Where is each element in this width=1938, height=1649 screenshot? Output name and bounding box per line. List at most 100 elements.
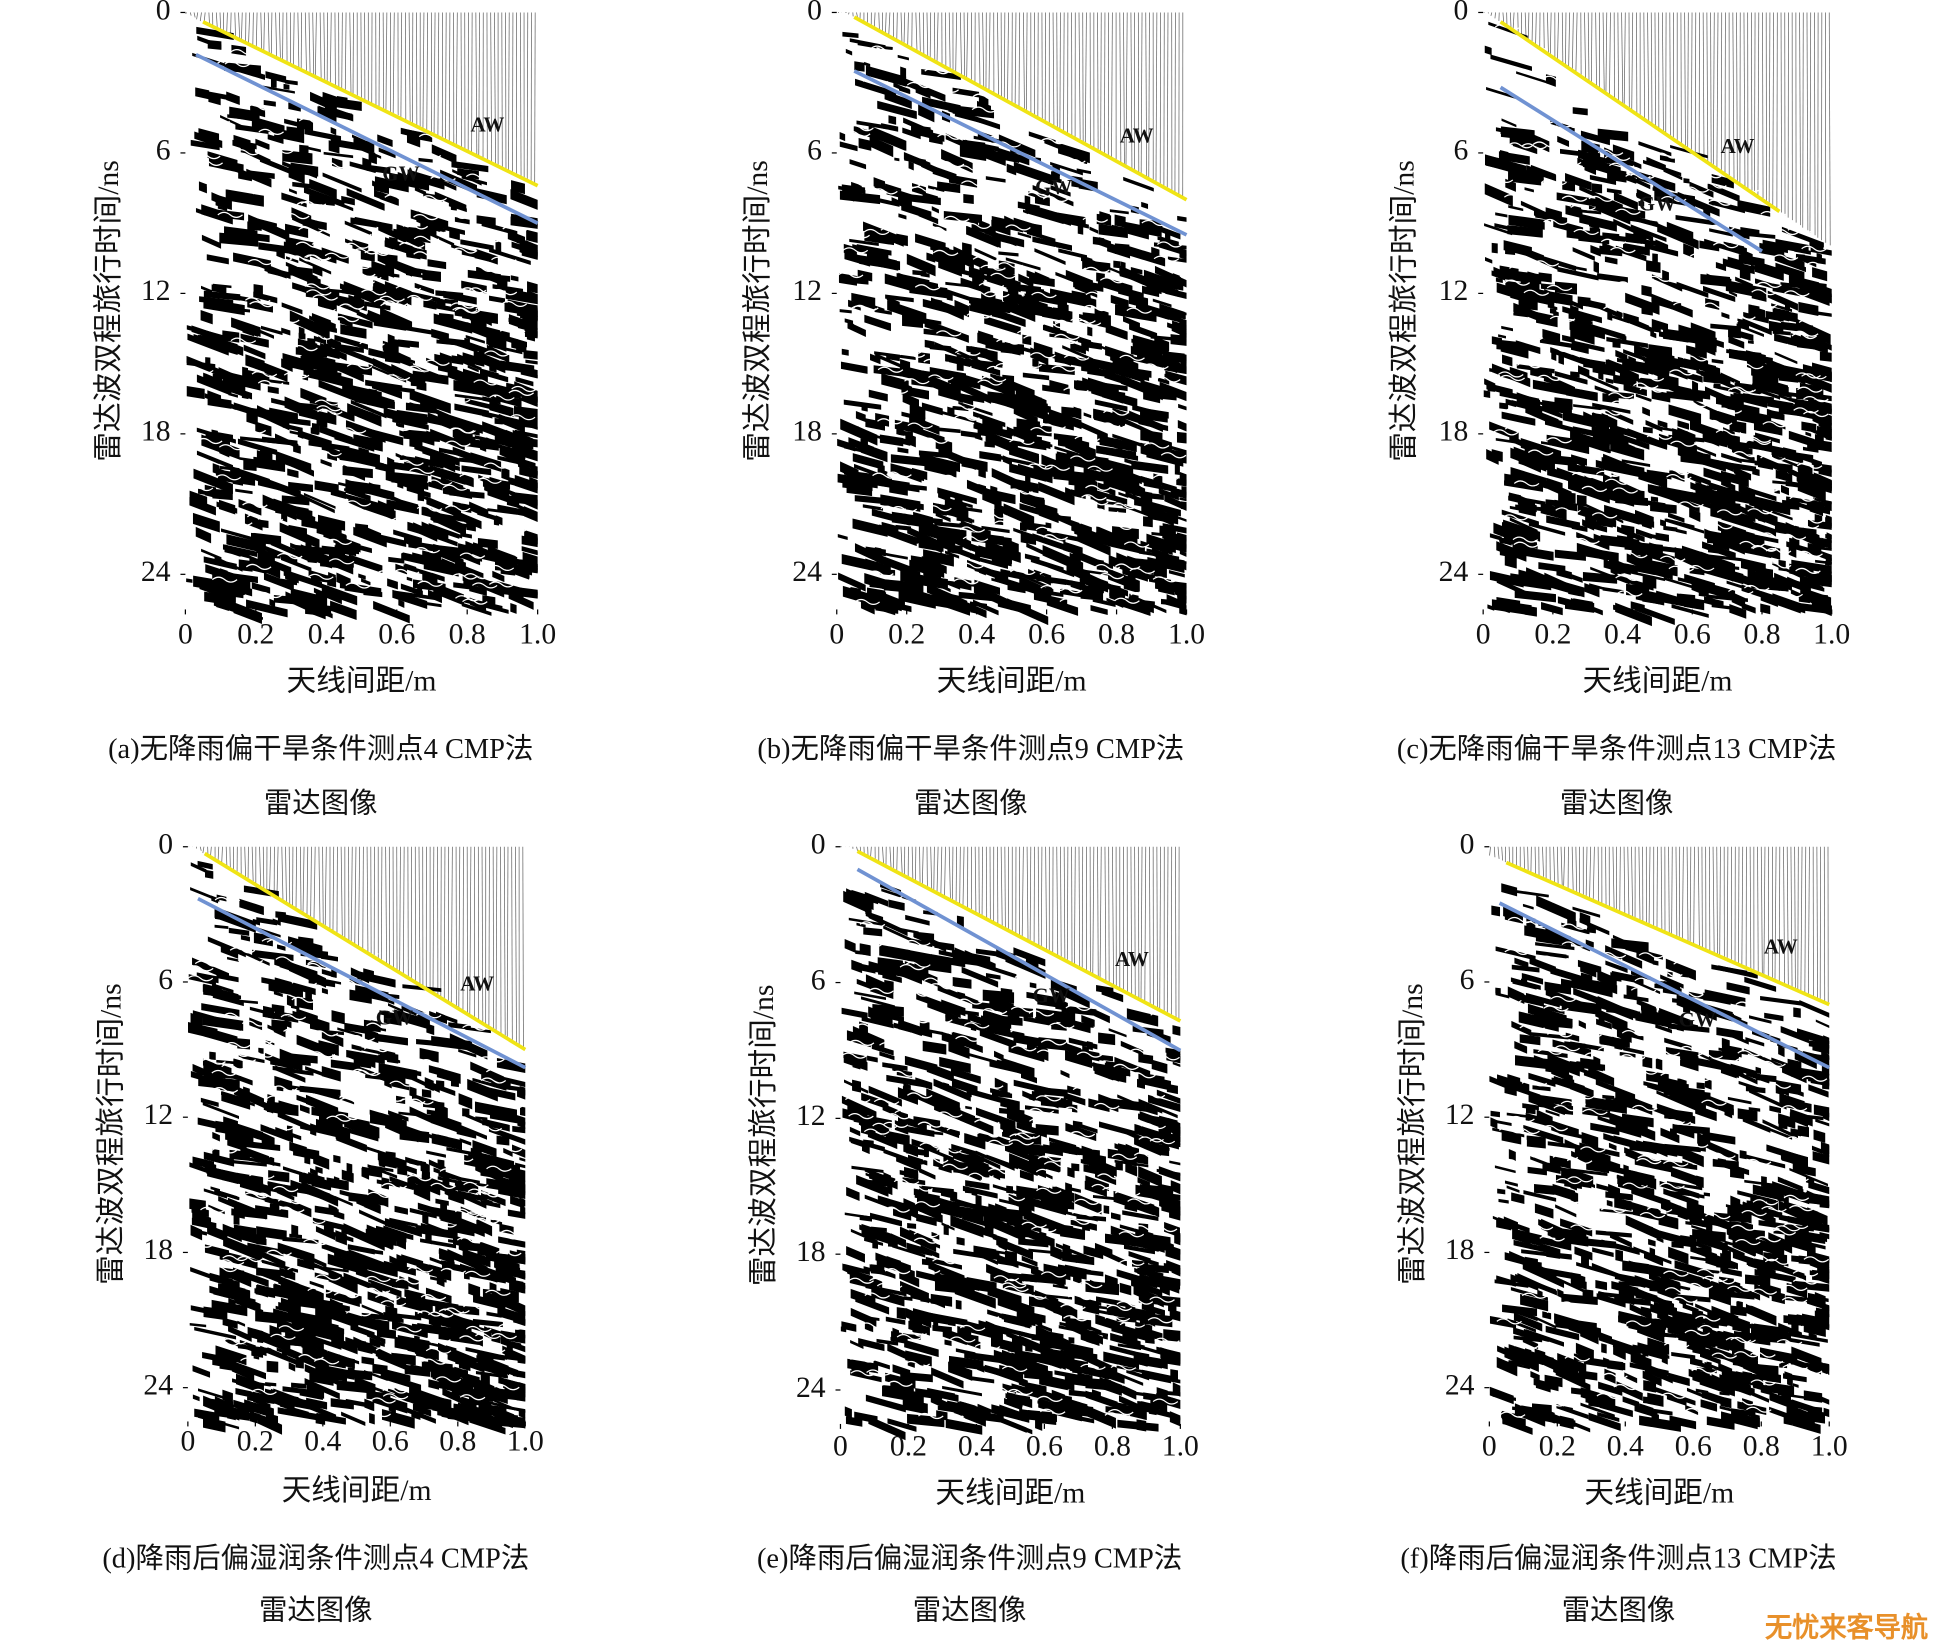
trace — [1644, 12, 1645, 119]
trace — [1064, 847, 1065, 960]
trace — [256, 12, 257, 48]
reflection — [252, 582, 270, 594]
trace — [507, 847, 508, 1039]
reflection — [394, 274, 400, 278]
x-tick-label: 0.4 — [1604, 618, 1641, 650]
trace — [1141, 12, 1142, 175]
y-tick-label: 0 — [807, 0, 822, 26]
reflection — [281, 192, 306, 207]
trace — [200, 12, 201, 21]
trace — [963, 847, 964, 908]
trace — [314, 847, 315, 921]
reflection — [947, 292, 953, 301]
reflection — [1525, 187, 1534, 192]
caption: 雷达图像 — [259, 1595, 373, 1627]
trace — [509, 12, 510, 171]
y-tick-label: 18 — [792, 416, 822, 448]
x-tick-label: 0.8 — [1743, 618, 1780, 650]
trace — [324, 12, 325, 81]
reflection — [1541, 602, 1563, 615]
trace — [1093, 847, 1094, 976]
trace — [1156, 12, 1157, 183]
reflection — [1603, 587, 1624, 594]
trace — [923, 12, 924, 55]
trace — [325, 847, 326, 928]
reflection — [520, 1086, 526, 1096]
line-label: GW — [382, 161, 419, 185]
trace — [1100, 847, 1101, 980]
reflection — [1590, 227, 1600, 239]
trace — [342, 12, 343, 90]
reflection — [897, 447, 908, 453]
trace — [1707, 12, 1708, 162]
reflection — [1538, 562, 1565, 573]
reflection — [933, 167, 956, 182]
reflection — [432, 144, 457, 164]
trace-wiggle — [1518, 335, 1543, 340]
reflection — [284, 84, 290, 90]
reflection — [1029, 131, 1056, 144]
trace — [1495, 12, 1496, 18]
trace — [1703, 12, 1704, 159]
reflection — [875, 183, 916, 201]
x-tick-label: 1.0 — [1813, 618, 1850, 650]
reflection — [891, 454, 925, 466]
x-tick-label: 0.2 — [888, 618, 925, 650]
reflection — [1171, 334, 1187, 346]
reflection — [1772, 480, 1797, 485]
trace — [920, 12, 921, 53]
reflection — [1177, 216, 1186, 222]
trace — [355, 847, 356, 946]
reflection — [347, 1163, 353, 1174]
reflection — [1505, 247, 1515, 256]
trace-wiggle — [265, 110, 290, 115]
trace-wiggle — [311, 1137, 336, 1142]
trace — [220, 12, 221, 30]
trace — [1781, 12, 1782, 212]
reflection — [1111, 1212, 1121, 1220]
trace — [433, 847, 434, 994]
reflection — [1684, 597, 1704, 611]
trace — [1005, 847, 1006, 929]
trace-wiggle — [346, 263, 371, 268]
trace — [1167, 847, 1168, 1015]
trace — [1547, 12, 1548, 53]
x-tick-label: 0.6 — [378, 618, 415, 650]
trace-wiggle — [1538, 238, 1563, 243]
reflection — [840, 141, 858, 151]
trace — [1609, 12, 1610, 96]
reflection — [1557, 136, 1569, 147]
reflection — [1820, 352, 1832, 362]
trace — [1027, 847, 1028, 941]
trace — [341, 847, 342, 937]
trace — [261, 12, 262, 50]
trace — [241, 12, 242, 41]
trace-wiggle — [499, 1218, 524, 1223]
trace-wiggle — [1017, 330, 1042, 335]
trace — [446, 12, 447, 140]
reflection — [1110, 209, 1129, 214]
x-axis-title: 天线间距/m — [937, 664, 1087, 697]
reflection — [1113, 261, 1120, 269]
reflection — [1178, 404, 1186, 411]
reflection — [322, 988, 328, 995]
trace — [444, 847, 445, 1001]
trace — [520, 12, 521, 177]
reflection — [409, 1387, 419, 1399]
reflection — [331, 127, 337, 135]
reflection — [1605, 256, 1618, 264]
reflection — [520, 1106, 525, 1116]
reflection — [411, 375, 426, 387]
trace — [937, 12, 938, 63]
trace — [1015, 12, 1016, 106]
trace — [227, 12, 228, 33]
y-tick-label: 6 — [156, 135, 171, 167]
x-axis-title: 天线间距/m — [1582, 664, 1732, 697]
trace — [1105, 847, 1106, 982]
trace-wiggle — [368, 1099, 393, 1104]
reflection — [436, 1080, 444, 1088]
trace — [386, 12, 387, 111]
reflection — [1023, 373, 1049, 381]
trace — [1717, 12, 1718, 169]
trace — [268, 12, 269, 53]
